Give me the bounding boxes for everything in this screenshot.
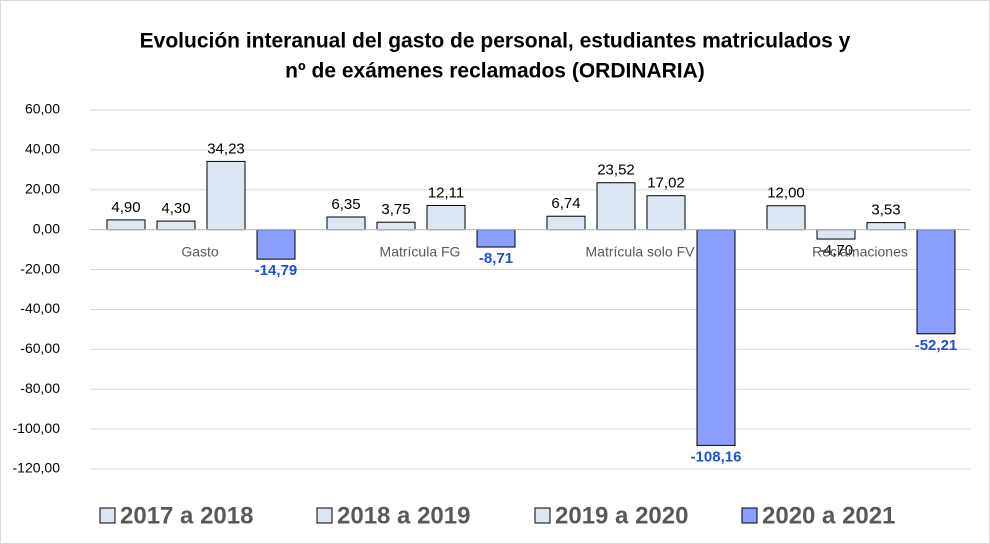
bar (766, 205, 806, 231)
bar (546, 215, 586, 231)
bar (426, 205, 466, 231)
x-tick-label: Reclamaciones (812, 243, 908, 259)
y-tick-label: 40,00 (25, 141, 60, 157)
y-tick-label: -120,00 (13, 460, 61, 476)
y-tick-label: -80,00 (20, 380, 60, 396)
bar (156, 220, 196, 231)
legend-label: 2018 a 2019 (337, 502, 470, 529)
data-label: 4,90 (111, 199, 140, 216)
bar (106, 219, 146, 231)
bar (646, 195, 686, 231)
bar (596, 182, 636, 231)
data-label: 6,35 (331, 196, 360, 213)
y-tick-label: 20,00 (25, 180, 60, 196)
y-tick-label: 0,00 (33, 220, 60, 236)
data-label: 3,75 (381, 201, 410, 218)
bar (476, 229, 516, 248)
bar (816, 229, 856, 240)
data-label: 3,53 (871, 202, 900, 219)
bar (866, 222, 906, 231)
legend-label: 2017 a 2018 (120, 502, 253, 529)
legend-swatch (99, 507, 116, 524)
data-label: 17,02 (647, 175, 685, 192)
data-label: -108,16 (691, 448, 742, 465)
data-label: 12,11 (428, 184, 464, 201)
data-label: 23,52 (597, 162, 635, 179)
data-label: 4,30 (161, 200, 190, 217)
y-tick-label: -40,00 (20, 300, 60, 316)
bar (326, 216, 366, 231)
bar (916, 229, 956, 335)
chart-title: nº de exámenes reclamados (ORDINARIA) (285, 60, 705, 83)
chart-title: Evolución interanual del gasto de person… (140, 30, 851, 53)
data-label: -52,21 (915, 337, 958, 354)
y-tick-label: 60,00 (25, 101, 60, 117)
data-label: -4,70 (819, 242, 853, 259)
y-tick-label: -20,00 (20, 260, 60, 276)
data-label: 34,23 (207, 140, 245, 157)
bar (256, 229, 296, 260)
bar (696, 229, 736, 446)
legend-label: 2019 a 2020 (555, 502, 688, 529)
data-label: 12,00 (767, 185, 805, 202)
x-tick-label: Matrícula FG (380, 243, 461, 259)
bar (206, 160, 246, 231)
data-label: 6,74 (551, 195, 580, 212)
data-label: -14,79 (255, 262, 298, 279)
data-label: -8,71 (479, 250, 513, 267)
x-tick-label: Matrícula solo FV (586, 243, 696, 259)
legend-swatch (534, 507, 551, 524)
legend-swatch (741, 507, 758, 524)
legend-swatch (316, 507, 333, 524)
y-tick-label: -100,00 (13, 420, 61, 436)
legend-label: 2020 a 2021 (762, 502, 895, 529)
y-tick-label: -60,00 (20, 340, 60, 356)
x-tick-label: Gasto (181, 243, 219, 259)
bar (376, 221, 416, 231)
